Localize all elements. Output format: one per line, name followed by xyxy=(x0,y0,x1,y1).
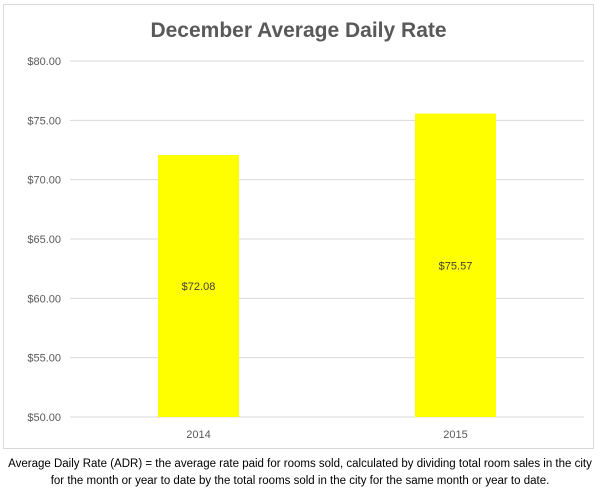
footnote: Average Daily Rate (ADR) = the average r… xyxy=(8,458,592,487)
x-tick-label: 2015 xyxy=(443,429,467,441)
y-tick-label: $70.00 xyxy=(27,175,61,187)
y-tick-label: $55.00 xyxy=(27,353,61,365)
data-label: $72.08 xyxy=(182,281,216,293)
bar-2014 xyxy=(158,154,239,417)
data-label: $75.57 xyxy=(439,260,473,272)
chart-plot: $50.00 $55.00 $60.00 $65.00 $70.00 $75.00 $80.… xyxy=(27,56,584,441)
y-tick-label: $60.00 xyxy=(27,293,61,305)
chart-container: December Average Daily Rate $50.00 $55.00… xyxy=(3,4,594,449)
x-tick-label: 2014 xyxy=(186,429,210,441)
y-tick-label: $75.00 xyxy=(27,115,61,127)
y-tick-label: $80.00 xyxy=(27,56,61,68)
y-tick-label: $50.00 xyxy=(27,412,61,424)
chart-title: December Average Daily Rate xyxy=(150,19,447,42)
y-tick-label: $65.00 xyxy=(27,234,61,246)
bar-2015 xyxy=(415,113,496,417)
